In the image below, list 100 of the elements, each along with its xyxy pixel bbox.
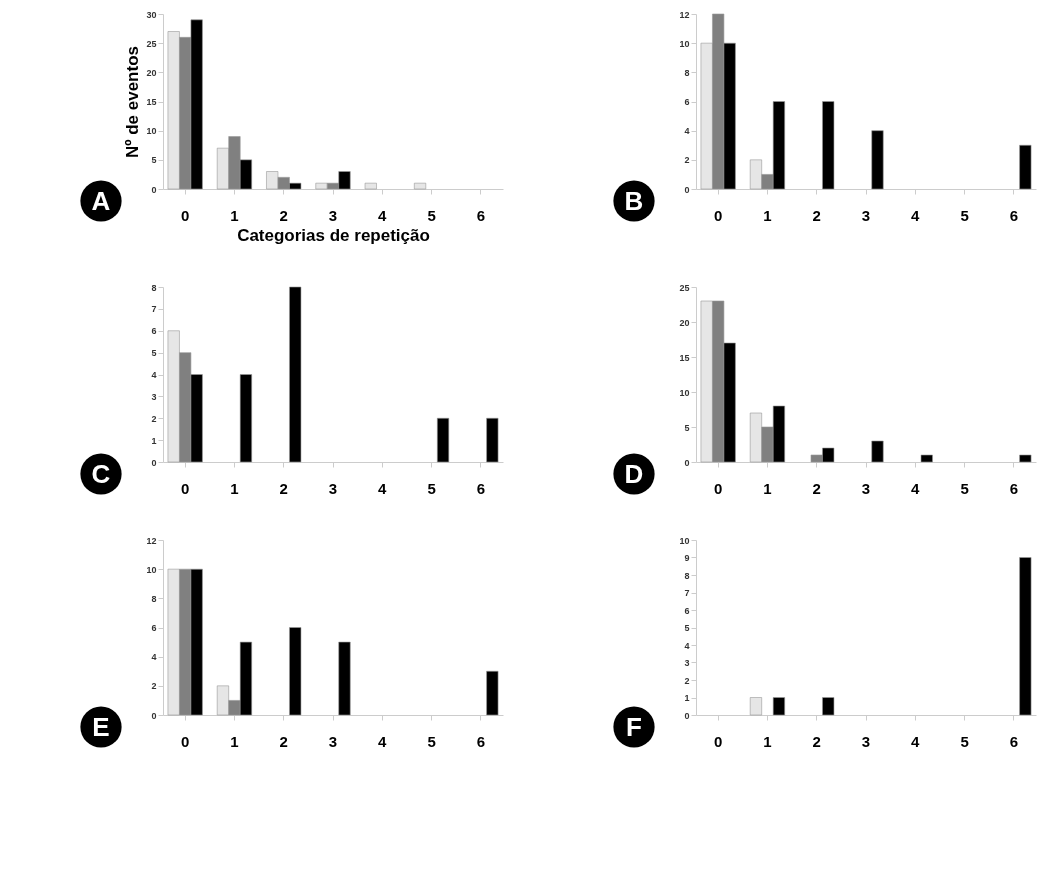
x-tick-label: 2 xyxy=(279,206,288,224)
bar xyxy=(239,374,252,463)
y-tick-label: 5 xyxy=(684,623,690,633)
y-tick-label: 0 xyxy=(151,184,157,195)
x-tick-label: 2 xyxy=(279,479,288,497)
x-tick-label: 5 xyxy=(960,732,969,750)
x-tick-label: 4 xyxy=(911,732,921,750)
y-tick-label: 0 xyxy=(151,710,157,721)
bar xyxy=(338,641,351,716)
x-tick-label: 4 xyxy=(378,732,388,750)
bar xyxy=(920,454,933,463)
y-tick-label: 4 xyxy=(684,640,690,651)
y-tick-label: 20 xyxy=(146,67,157,78)
x-tick-label: 2 xyxy=(812,206,821,224)
x-tick-label: 5 xyxy=(960,206,969,224)
x-tick-label: 6 xyxy=(476,732,485,750)
y-tick-label: 12 xyxy=(679,9,690,20)
text: E xyxy=(92,712,110,742)
y-tick-label: 3 xyxy=(684,658,690,668)
x-tick-label: 5 xyxy=(960,479,969,497)
y-tick-label: 15 xyxy=(679,352,690,363)
y-tick-label: 20 xyxy=(679,317,690,328)
bar xyxy=(1019,454,1032,463)
y-tick-label: 5 xyxy=(151,155,157,166)
y-tick-label: 10 xyxy=(679,535,690,546)
y-tick-label: 0 xyxy=(684,710,690,721)
y-tick-label: 4 xyxy=(684,126,690,137)
x-tick-label: 4 xyxy=(911,206,921,224)
y-tick-label: 7 xyxy=(684,588,690,598)
y-tick-label: 1 xyxy=(684,693,690,703)
x-tick-label: 6 xyxy=(1009,732,1018,750)
y-tick-label: 6 xyxy=(684,97,690,107)
text: C xyxy=(91,459,111,489)
text: D xyxy=(624,459,644,489)
bar xyxy=(364,182,377,190)
x-tick-label: 3 xyxy=(328,732,338,750)
y-tick-label: 8 xyxy=(684,67,690,78)
text: F xyxy=(626,712,642,742)
bar xyxy=(289,286,302,463)
y-tick-label: 0 xyxy=(684,457,690,468)
y-tick-label: 6 xyxy=(684,605,690,616)
bar xyxy=(289,627,302,716)
x-tick-label: 2 xyxy=(812,479,821,497)
x-tick-label: 6 xyxy=(1009,206,1018,224)
y-tick-label: 25 xyxy=(679,282,690,293)
x-tick-label: 3 xyxy=(861,206,871,224)
x-tick-label: 6 xyxy=(476,206,485,224)
y-tick-label: 6 xyxy=(151,326,157,337)
bar xyxy=(871,130,884,190)
x-tick-label: 3 xyxy=(328,479,338,497)
y-tick-label: 0 xyxy=(684,184,690,195)
y-axis-title: Nº de eventos xyxy=(123,45,143,159)
x-tick-label: 4 xyxy=(378,206,388,224)
y-tick-label: 9 xyxy=(684,553,690,563)
y-tick-label: 4 xyxy=(151,652,157,663)
y-tick-label: 7 xyxy=(151,304,157,315)
y-tick-label: 10 xyxy=(146,126,157,137)
x-tick-label: 3 xyxy=(861,479,871,497)
x-tick-label: 0 xyxy=(714,732,723,750)
y-tick-label: 4 xyxy=(151,370,157,380)
x-tick-label: 3 xyxy=(861,732,871,750)
x-tick-label: 6 xyxy=(1009,479,1018,497)
y-tick-label: 30 xyxy=(146,9,157,20)
y-tick-label: 1 xyxy=(151,435,157,446)
x-tick-label: 3 xyxy=(328,206,338,224)
y-tick-label: 12 xyxy=(146,535,157,546)
x-tick-label: 0 xyxy=(181,732,190,750)
x-tick-label: 1 xyxy=(763,732,772,750)
x-tick-label: 0 xyxy=(181,479,190,497)
bar xyxy=(414,182,427,190)
y-tick-label: 5 xyxy=(684,422,690,433)
x-tick-label: 1 xyxy=(230,732,239,750)
y-tick-label: 15 xyxy=(146,97,157,107)
x-axis-title: Categorias de repetição xyxy=(237,225,430,245)
x-tick-label: 4 xyxy=(911,479,921,497)
x-tick-label: 5 xyxy=(427,206,436,224)
x-tick-label: 4 xyxy=(378,479,388,497)
x-tick-label: 5 xyxy=(427,479,436,497)
y-tick-label: 2 xyxy=(151,413,157,424)
x-tick-label: 1 xyxy=(763,479,772,497)
y-tick-label: 10 xyxy=(679,38,690,49)
y-tick-label: 5 xyxy=(151,348,157,359)
y-tick-label: 2 xyxy=(151,681,157,692)
x-tick-label: 0 xyxy=(714,479,723,497)
y-tick-label: 25 xyxy=(146,38,157,49)
x-tick-label: 1 xyxy=(230,206,239,224)
bar xyxy=(486,417,499,463)
text: B xyxy=(624,186,644,216)
y-tick-label: 10 xyxy=(679,387,690,398)
bar xyxy=(1019,144,1032,190)
y-tick-label: 2 xyxy=(684,675,690,686)
bar xyxy=(822,101,835,190)
y-tick-label: 6 xyxy=(151,623,157,633)
bar xyxy=(871,440,884,463)
x-tick-label: 1 xyxy=(230,479,239,497)
y-tick-label: 2 xyxy=(684,155,690,166)
x-tick-label: 2 xyxy=(812,732,821,750)
y-tick-label: 8 xyxy=(151,593,157,604)
y-tick-label: 8 xyxy=(151,282,157,293)
x-tick-label: 0 xyxy=(714,206,723,224)
